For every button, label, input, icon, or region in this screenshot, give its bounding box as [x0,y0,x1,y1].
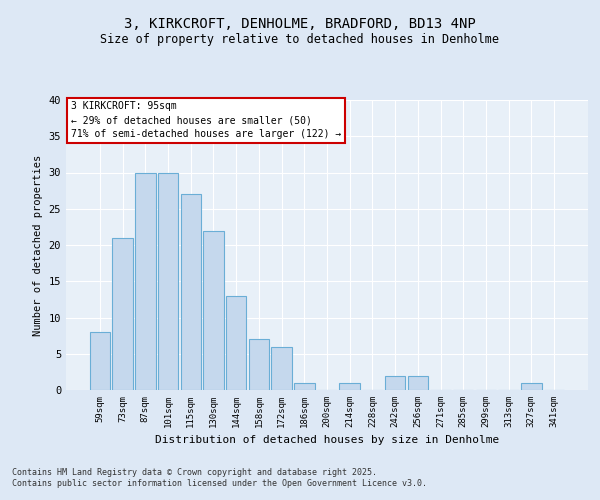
Bar [385,376,406,390]
Text: 3, KIRKCROFT, DENHOLME, BRADFORD, BD13 4NP: 3, KIRKCROFT, DENHOLME, BRADFORD, BD13 4… [124,18,476,32]
Bar [158,172,178,390]
Bar [340,383,360,390]
X-axis label: Distribution of detached houses by size in Denholme: Distribution of detached houses by size … [155,436,499,446]
Bar [90,332,110,390]
Bar [248,339,269,390]
Text: Contains HM Land Registry data © Crown copyright and database right 2025.
Contai: Contains HM Land Registry data © Crown c… [12,468,427,487]
Bar [112,238,133,390]
Bar [294,383,314,390]
Bar [181,194,201,390]
Bar [135,172,155,390]
Text: Size of property relative to detached houses in Denholme: Size of property relative to detached ho… [101,32,499,46]
Text: 3 KIRKCROFT: 95sqm
← 29% of detached houses are smaller (50)
71% of semi-detache: 3 KIRKCROFT: 95sqm ← 29% of detached hou… [71,102,341,140]
Bar [407,376,428,390]
Y-axis label: Number of detached properties: Number of detached properties [33,154,43,336]
Bar [203,230,224,390]
Bar [271,346,292,390]
Bar [521,383,542,390]
Bar [226,296,247,390]
